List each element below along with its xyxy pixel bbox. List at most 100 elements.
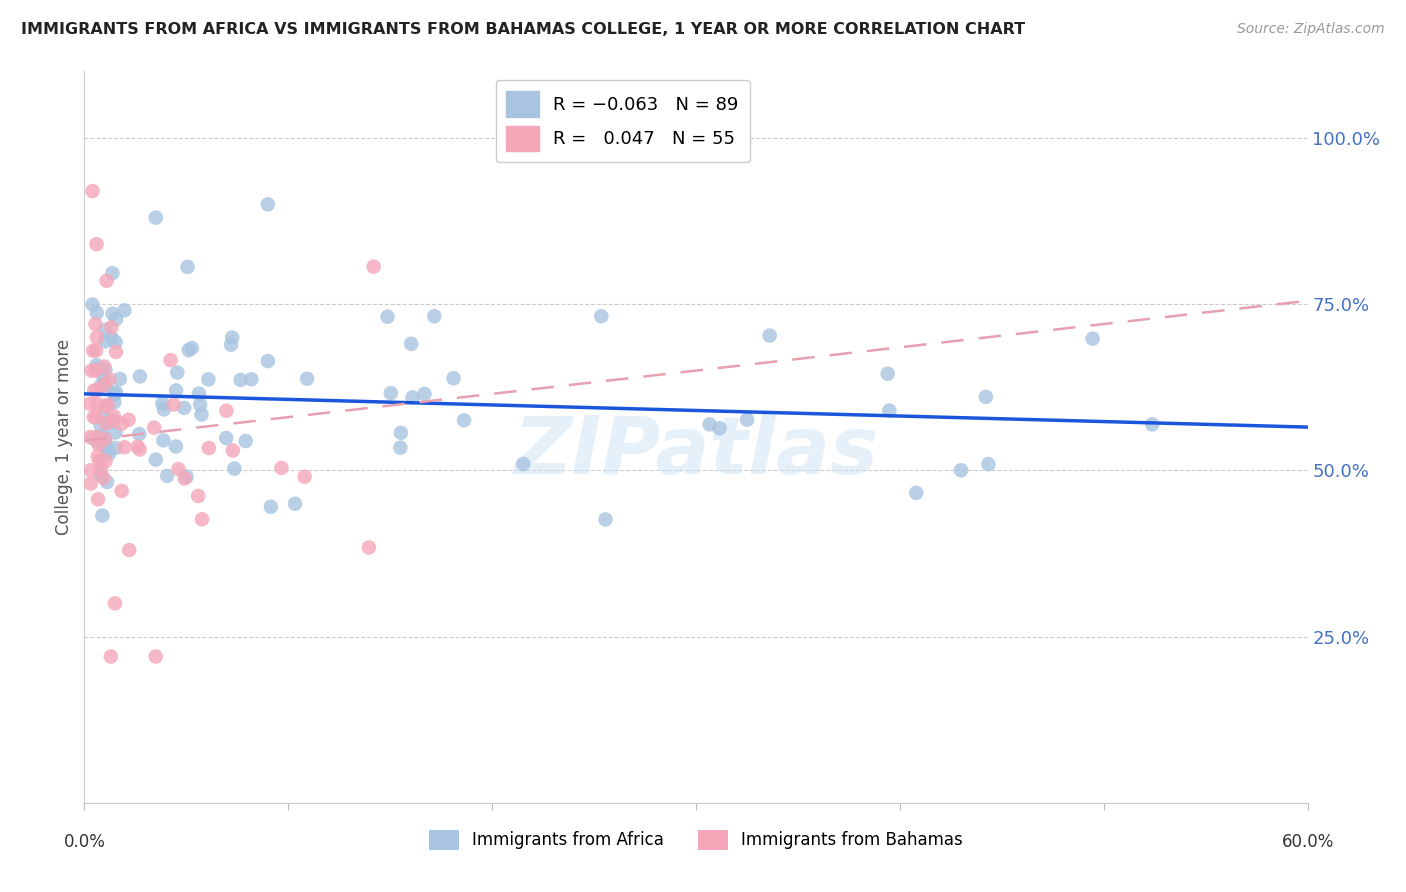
Point [90, 377, 112, 392]
Point [104, 385, 127, 400]
Point [84, 343, 107, 358]
Point [93, 359, 115, 374]
Point [145, 649, 167, 664]
Point [512, 457, 534, 471]
Point [87, 361, 110, 376]
Point [191, 512, 214, 526]
Point [111, 417, 134, 431]
Point [79, 476, 101, 491]
Point [94, 433, 117, 447]
Point [591, 310, 613, 324]
Point [94, 334, 117, 349]
Point [257, 197, 280, 211]
Text: ZIPatlas: ZIPatlas [513, 413, 879, 491]
Point [94, 362, 117, 376]
Point [114, 303, 136, 318]
Point [177, 343, 200, 358]
Point [114, 440, 136, 454]
Point [165, 440, 187, 454]
Point [79, 463, 101, 477]
Point [143, 420, 166, 434]
Point [595, 512, 617, 526]
Point [87, 449, 110, 463]
Point [94, 432, 117, 446]
Point [86, 359, 108, 373]
Point [167, 462, 190, 476]
Point [389, 441, 412, 455]
Point [98, 372, 121, 386]
Point [224, 461, 246, 475]
Point [284, 497, 307, 511]
Point [101, 266, 124, 280]
Point [94, 399, 117, 413]
Point [83, 432, 105, 446]
Point [399, 336, 422, 351]
Point [150, 396, 173, 410]
Point [103, 414, 125, 428]
Point [221, 330, 243, 344]
Point [735, 413, 758, 427]
Point [96, 274, 118, 288]
Point [173, 471, 195, 485]
Point [97, 442, 120, 457]
Point [153, 402, 176, 417]
Y-axis label: College, 1 year or more: College, 1 year or more [55, 339, 73, 535]
Point [974, 390, 997, 404]
Point [84, 363, 107, 377]
Point [166, 366, 188, 380]
Point [104, 596, 127, 610]
Point [977, 457, 1000, 471]
Point [83, 410, 105, 425]
Point [87, 437, 110, 451]
Point [94, 416, 117, 430]
Point [357, 541, 380, 555]
Point [105, 312, 128, 326]
Point [86, 397, 108, 411]
Point [219, 337, 242, 351]
Point [89, 454, 111, 468]
Point [380, 386, 402, 401]
Point [423, 310, 446, 324]
Point [93, 378, 115, 392]
Point [87, 492, 110, 507]
Point [413, 387, 436, 401]
Point [215, 431, 238, 445]
Point [145, 452, 167, 467]
Point [443, 371, 465, 385]
Point [152, 434, 174, 448]
Point [93, 370, 115, 384]
Point [104, 441, 127, 455]
Point [1081, 332, 1104, 346]
Point [156, 469, 179, 483]
Point [100, 649, 122, 664]
Point [363, 260, 385, 274]
Point [118, 543, 141, 558]
Point [94, 454, 117, 468]
Point [100, 320, 122, 334]
Point [89, 467, 111, 482]
Text: 60.0%: 60.0% [1281, 833, 1334, 851]
Point [709, 421, 731, 435]
Point [101, 307, 124, 321]
Point [229, 373, 252, 387]
Point [165, 384, 187, 398]
Point [87, 434, 110, 449]
Point [82, 184, 104, 198]
Text: Source: ZipAtlas.com: Source: ZipAtlas.com [1237, 22, 1385, 37]
Point [162, 398, 184, 412]
Point [103, 409, 125, 424]
Point [86, 306, 108, 320]
Point [453, 413, 475, 427]
Point [82, 343, 104, 358]
Point [197, 372, 219, 386]
Point [905, 486, 928, 500]
Point [80, 363, 103, 377]
Point [94, 323, 117, 337]
Point [128, 442, 150, 457]
Text: IMMIGRANTS FROM AFRICA VS IMMIGRANTS FROM BAHAMAS COLLEGE, 1 YEAR OR MORE CORREL: IMMIGRANTS FROM AFRICA VS IMMIGRANTS FRO… [21, 22, 1025, 37]
Point [97, 447, 120, 461]
Point [128, 427, 150, 442]
Point [104, 335, 127, 350]
Point [104, 387, 127, 401]
Point [98, 415, 121, 429]
